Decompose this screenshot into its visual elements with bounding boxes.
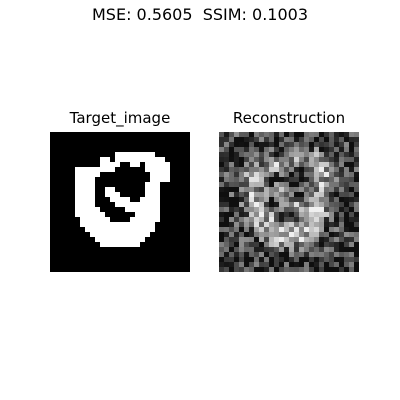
target-image: [50, 132, 190, 272]
reconstruction-image: [219, 132, 359, 272]
reconstruction-title: Reconstruction: [209, 108, 369, 128]
target-image-title: Target_image: [40, 108, 200, 128]
figure-title: MSE: 0.5605 SSIM: 0.1003: [0, 5, 400, 25]
